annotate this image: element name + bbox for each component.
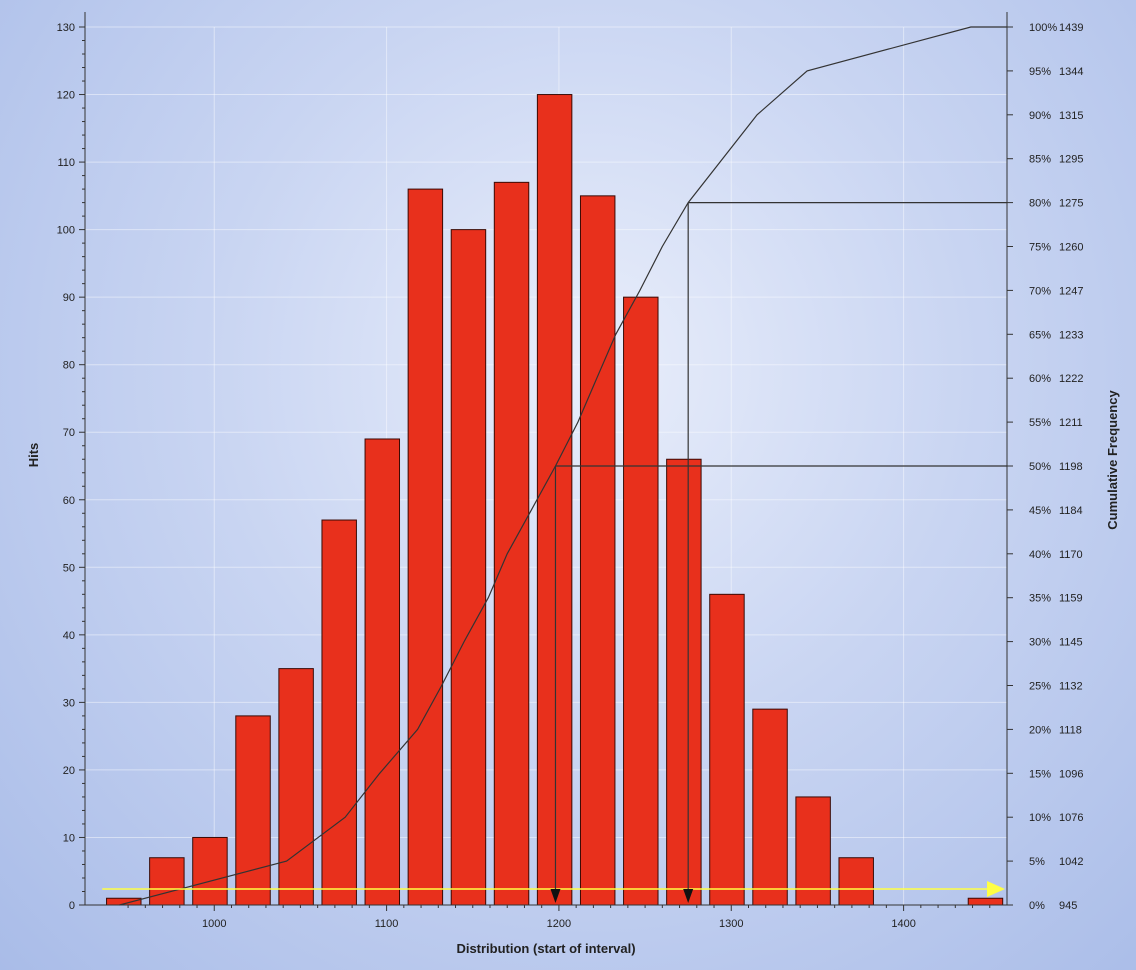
y2-tick-value: 1233 [1059, 329, 1083, 341]
y2-tick-value: 1076 [1059, 812, 1083, 824]
y-tick-label: 90 [63, 292, 75, 304]
y2-tick-value: 1315 [1059, 110, 1083, 122]
y2-tick-percent: 50% [1029, 461, 1051, 473]
y2-tick-value: 1159 [1059, 593, 1083, 605]
y2-tick-percent: 5% [1029, 856, 1045, 868]
histogram-bar [235, 715, 271, 906]
y-tick-label: 30 [63, 697, 75, 709]
y2-tick-value: 1344 [1059, 66, 1083, 78]
y2-tick-value: 1439 [1059, 22, 1083, 34]
x-tick-label: 1000 [202, 918, 226, 930]
histogram-bar [967, 897, 1004, 906]
y2-tick-value: 1096 [1059, 768, 1083, 780]
x-axis-title: Distribution (start of interval) [456, 941, 635, 956]
y-tick-label: 50 [63, 562, 75, 574]
y2-tick-percent: 20% [1029, 724, 1051, 736]
y-tick-label: 0 [69, 900, 75, 912]
histogram-bar [321, 519, 357, 906]
histogram-bar [493, 181, 530, 906]
histogram-bar [752, 708, 788, 906]
x-axis-ticks: 1000 1100 1200 1300 1400 [127, 905, 991, 930]
y2-tick-percent: 75% [1029, 242, 1051, 254]
histogram-bar [623, 296, 659, 906]
y-tick-label: 130 [57, 22, 75, 34]
histogram-bar [579, 195, 616, 906]
histogram-bar [278, 668, 314, 906]
y-tick-label: 120 [57, 90, 75, 102]
y2-tick-value: 1222 [1059, 373, 1083, 385]
percentile-markers [102, 202, 1007, 903]
y2-tick-percent: 80% [1029, 198, 1051, 210]
y-axis-title: Hits [26, 443, 41, 468]
y2-tick-value: 1275 [1059, 198, 1083, 210]
histogram-bar [407, 188, 444, 906]
y-tick-label: 60 [63, 495, 75, 507]
y-tick-label: 40 [63, 630, 75, 642]
y2-tick-percent: 45% [1029, 505, 1051, 517]
y2-tick-percent: 10% [1029, 812, 1051, 824]
histogram-bar [709, 593, 745, 906]
histogram-bar [795, 796, 831, 906]
x-tick-label: 1100 [375, 918, 399, 930]
baseline-arrow-head [987, 881, 1005, 897]
histogram-bar [364, 438, 401, 906]
y-axis-ticks: 0 10 20 30 40 50 60 70 80 90 100 110 120 130 [57, 22, 85, 912]
y-tick-label: 10 [63, 832, 75, 844]
y2-tick-percent: 85% [1029, 154, 1051, 166]
y2-tick-percent: 15% [1029, 768, 1051, 780]
histogram-bar [838, 857, 874, 906]
y2-tick-percent: 55% [1029, 417, 1051, 429]
y2-tick-percent: 70% [1029, 285, 1051, 297]
y2-tick-value: 1260 [1059, 242, 1083, 254]
y2-tick-value: 1132 [1059, 681, 1083, 693]
histogram-bar [450, 229, 487, 906]
cumulative-curve [119, 26, 1007, 906]
x-tick-label: 1300 [719, 918, 743, 930]
y-tick-label: 70 [63, 427, 75, 439]
bars [106, 94, 1004, 906]
histogram-bar [666, 458, 702, 906]
y-tick-label: 80 [63, 360, 75, 372]
y-tick-label: 110 [57, 157, 75, 169]
x-tick-label: 1400 [891, 918, 915, 930]
y2-tick-value: 1211 [1059, 417, 1083, 429]
histogram-bar [149, 857, 185, 906]
y2-tick-percent: 90% [1029, 110, 1051, 122]
y2-tick-percent: 35% [1029, 593, 1051, 605]
y2-tick-value: 1170 [1059, 549, 1083, 561]
y2-tick-value: 1042 [1059, 856, 1083, 868]
y2-tick-value: 1198 [1059, 461, 1083, 473]
y2-tick-percent: 0% [1029, 900, 1045, 912]
y-tick-label: 100 [57, 225, 75, 237]
y2-tick-percent: 40% [1029, 549, 1051, 561]
y2-tick-value: 1184 [1059, 505, 1083, 517]
cumulative-axis-ticks: 0% 945 5% 1042 10% 1076 15% 1096 20% 1118 25% 1132 3… [1007, 22, 1083, 912]
y2-tick-percent: 65% [1029, 329, 1051, 341]
y2-tick-percent: 25% [1029, 681, 1051, 693]
cumulative-line [119, 26, 1007, 906]
y2-tick-value: 1295 [1059, 154, 1083, 166]
y2-tick-value: 1145 [1059, 637, 1083, 649]
y2-tick-percent: 60% [1029, 373, 1051, 385]
y2-tick-percent: 30% [1029, 637, 1051, 649]
y-tick-label: 20 [63, 765, 75, 777]
y2-tick-value: 1118 [1059, 724, 1082, 736]
y2-axis-title: Cumulative Frequency [1105, 390, 1120, 530]
y2-tick-percent: 100% [1029, 22, 1057, 34]
x-tick-label: 1200 [547, 918, 571, 930]
y2-tick-value: 1247 [1059, 285, 1083, 297]
marker-triangle [683, 889, 694, 903]
histogram-bar [192, 836, 228, 906]
y2-tick-value: 945 [1059, 900, 1077, 912]
histogram-bar [536, 94, 573, 906]
y2-tick-percent: 95% [1029, 66, 1051, 78]
marker-triangle [550, 889, 561, 903]
